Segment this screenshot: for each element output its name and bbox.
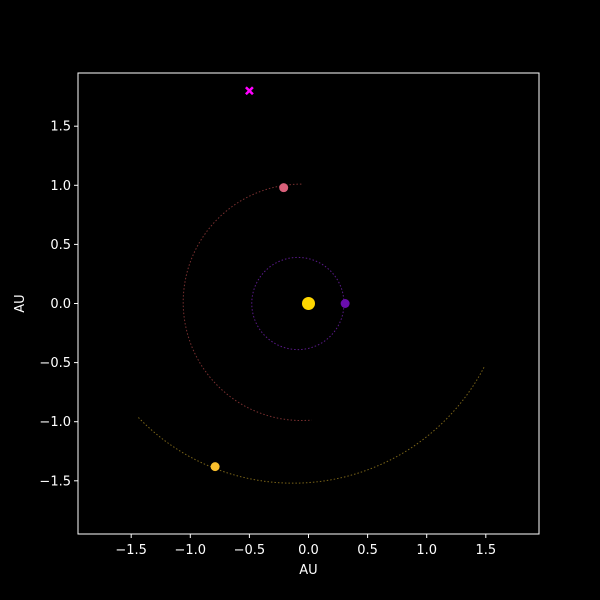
comet-marker <box>245 86 254 96</box>
orbit-path-2 <box>182 183 312 422</box>
body-markers <box>210 86 350 472</box>
sun-marker <box>302 297 315 310</box>
y-tick-label: 0.5 <box>50 238 71 253</box>
y-tick-label: −1.5 <box>39 474 71 489</box>
x-tick-label: −1.0 <box>175 543 207 558</box>
y-axis-label: AU <box>13 294 28 312</box>
body-marker-1 <box>340 299 350 308</box>
x-axis-label: AU <box>299 563 317 578</box>
x-tick-label: 0.5 <box>357 543 378 558</box>
body-marker-2 <box>279 183 289 193</box>
y-tick-label: −0.5 <box>39 356 71 371</box>
x-tick-label: 1.0 <box>416 543 437 558</box>
body-marker-3 <box>210 462 220 472</box>
x-tick-label: 0.0 <box>298 543 319 558</box>
y-tick-label: 0.0 <box>50 297 71 312</box>
orbit-paths <box>138 183 486 484</box>
x-tick-label: −1.5 <box>115 543 147 558</box>
y-tick-label: −1.0 <box>39 415 71 430</box>
y-tick-label: 1.5 <box>50 120 71 135</box>
x-tick-label: 1.5 <box>475 543 496 558</box>
x-axis-ticks: −1.5 −1.0 −0.5 0.0 0.5 1.0 1.5 <box>115 534 496 558</box>
y-axis-ticks: −1.5 −1.0 −0.5 0.0 0.5 1.0 1.5 <box>39 120 78 489</box>
x-tick-label: −0.5 <box>234 543 266 558</box>
y-tick-label: 1.0 <box>50 179 71 194</box>
comet-marker-stroke <box>245 86 254 96</box>
orbit-path-1 <box>251 256 345 351</box>
